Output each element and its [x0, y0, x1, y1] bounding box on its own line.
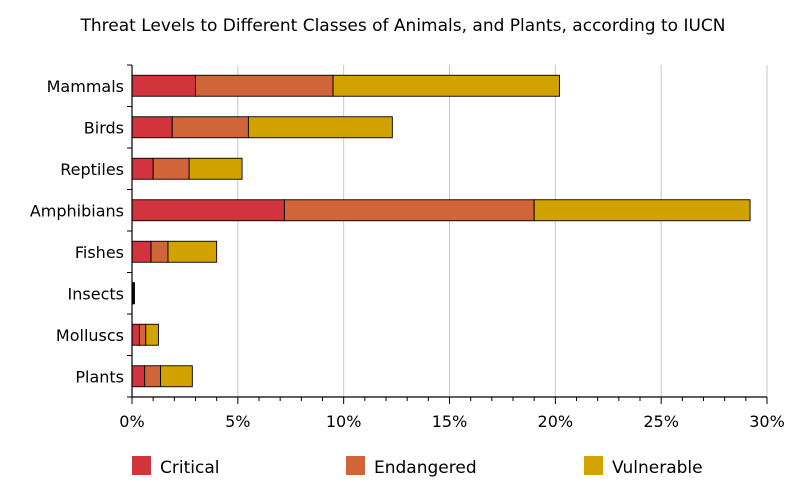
bar-vulnerable-birds	[247, 116, 393, 139]
bar-critical-amphibians	[131, 199, 285, 222]
bar-vulnerable-insects	[133, 282, 135, 305]
bar-critical-reptiles	[131, 157, 154, 180]
bar-critical-birds	[131, 116, 173, 139]
legend-label-critical: Critical	[160, 458, 219, 478]
axes: Mammals Birds Reptiles Amphibians Fishes Inse…	[30, 64, 785, 431]
x-tick-label: 25%	[643, 412, 679, 431]
bar-vulnerable-mammals	[332, 74, 561, 97]
legend-swatch-critical	[132, 456, 151, 475]
x-tick-label: 30%	[749, 412, 785, 431]
bar-critical-plants	[131, 365, 146, 388]
bar-critical-molluscs	[131, 323, 140, 346]
legend-label-vulnerable: Vulnerable	[612, 458, 703, 478]
legend-swatch-vulnerable	[584, 456, 603, 475]
x-tick-label: 5%	[225, 412, 250, 431]
bar-endangered-plants	[144, 365, 162, 388]
gridlines	[237, 65, 768, 397]
bar-vulnerable-amphibians	[533, 199, 751, 222]
bars	[131, 74, 751, 388]
category-label-insects: Insects	[68, 284, 124, 303]
bar-endangered-mammals	[195, 74, 334, 97]
category-label-amphibians: Amphibians	[30, 201, 124, 220]
category-label-mammals: Mammals	[47, 77, 124, 96]
bar-vulnerable-reptiles	[188, 157, 243, 180]
legend: Critical Endangered Vulnerable	[132, 456, 703, 478]
category-label-reptiles: Reptiles	[60, 160, 124, 179]
category-label-plants: Plants	[75, 367, 124, 386]
bar-vulnerable-fishes	[167, 240, 218, 263]
bar-critical-mammals	[131, 74, 196, 97]
chart-title: Threat Levels to Different Classes of An…	[79, 16, 725, 36]
category-label-birds: Birds	[84, 118, 124, 137]
bar-vulnerable-molluscs	[145, 323, 159, 346]
bar-endangered-reptiles	[152, 157, 190, 180]
category-label-molluscs: Molluscs	[56, 326, 124, 345]
legend-swatch-endangered	[346, 456, 365, 475]
bar-endangered-amphibians	[283, 199, 535, 222]
x-tick-label: 10%	[326, 412, 362, 431]
x-tick-label: 15%	[432, 412, 468, 431]
legend-label-endangered: Endangered	[374, 458, 477, 478]
bar-endangered-fishes	[150, 240, 169, 263]
x-tick-label: 20%	[538, 412, 574, 431]
bar-vulnerable-plants	[160, 365, 193, 388]
category-label-fishes: Fishes	[75, 243, 124, 262]
x-tick-label: 0%	[119, 412, 144, 431]
bar-endangered-birds	[171, 116, 249, 139]
bar-endangered-molluscs	[138, 323, 147, 346]
bar-critical-fishes	[131, 240, 152, 263]
